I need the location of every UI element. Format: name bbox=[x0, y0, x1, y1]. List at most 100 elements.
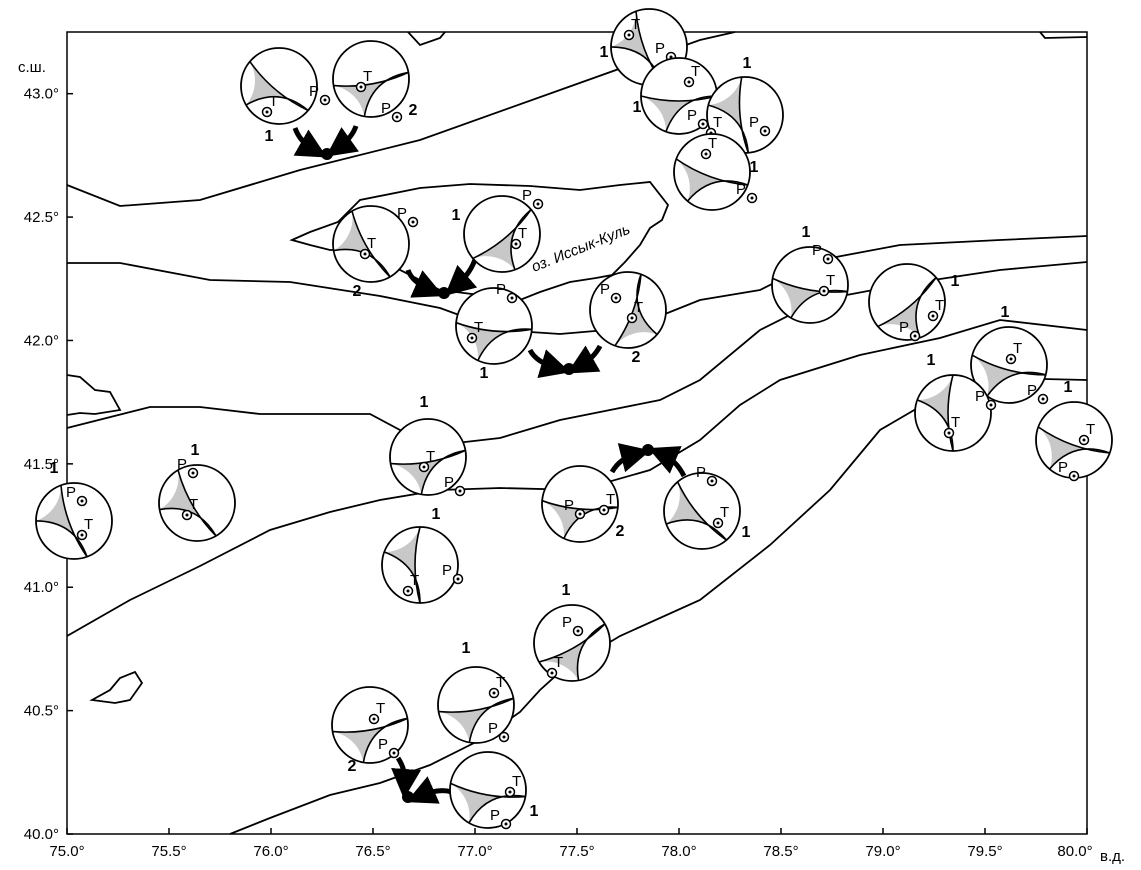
nodal-plane bbox=[563, 506, 618, 539]
x-tick-label: 75.5° bbox=[151, 843, 186, 860]
focal-mechanism: TP1 bbox=[158, 442, 236, 542]
tension-quadrant bbox=[472, 209, 532, 270]
mechanism-number: 2 bbox=[409, 102, 418, 119]
mechanism-number: 1 bbox=[265, 128, 274, 145]
axis-ticks: 75.0° 75.5° 76.0° 76.5° 77.0° 77.5° 78.0° 78.5°… bbox=[24, 86, 1093, 860]
t-axis-dot bbox=[359, 85, 363, 89]
mechanism-number: 1 bbox=[530, 803, 539, 820]
t-axis-label: T bbox=[518, 225, 527, 242]
focal-mechanism: T P 2 bbox=[331, 686, 409, 775]
p-axis-label: P bbox=[564, 497, 574, 514]
mechanism-outline bbox=[332, 205, 410, 283]
p-axis-label: P bbox=[397, 205, 407, 222]
p-axis-label: P bbox=[522, 187, 532, 204]
nodal-plane bbox=[614, 274, 642, 347]
t-axis-label: T bbox=[634, 299, 643, 316]
p-axis-dot bbox=[392, 751, 396, 755]
coastline bbox=[407, 31, 446, 47]
y-tick-label: 43.0° bbox=[24, 86, 59, 103]
p-axis-label: P bbox=[378, 736, 388, 753]
nodal-plane bbox=[675, 158, 748, 186]
arrow bbox=[648, 446, 687, 478]
mechanism-outline bbox=[589, 271, 667, 349]
p-axis-dot bbox=[826, 257, 830, 261]
nodal-plane bbox=[455, 321, 532, 333]
mechanism-outline bbox=[240, 47, 318, 125]
mechanism-number: 2 bbox=[348, 758, 357, 775]
mechanism-outline bbox=[437, 666, 515, 744]
t-axis-dot bbox=[931, 314, 935, 318]
p-axis-label: P bbox=[381, 100, 391, 117]
mechanism-number: 1 bbox=[420, 394, 429, 411]
p-axis-label: P bbox=[655, 40, 665, 57]
t-axis-label: T bbox=[826, 272, 835, 289]
nodal-plane bbox=[177, 469, 217, 537]
t-axis-label: T bbox=[426, 448, 435, 465]
mechanism-outline bbox=[449, 751, 527, 829]
t-axis-dot bbox=[704, 152, 708, 156]
mechanism-number: 1 bbox=[462, 640, 471, 657]
nodal-plane bbox=[947, 374, 954, 452]
t-axis-dot bbox=[492, 691, 496, 695]
x-tick-label: 80.0° bbox=[1057, 843, 1092, 860]
p-axis-label: P bbox=[1027, 382, 1037, 399]
mechanism-outline bbox=[332, 40, 410, 118]
x-tick-label: 76.0° bbox=[253, 843, 288, 860]
t-axis-dot bbox=[372, 717, 376, 721]
t-axis-dot bbox=[422, 465, 426, 469]
y-tick-label: 42.5° bbox=[24, 209, 59, 226]
y-tick-label: 40.0° bbox=[24, 826, 59, 843]
p-axis-dot bbox=[395, 115, 399, 119]
x-tick-label: 78.5° bbox=[763, 843, 798, 860]
nodal-plane bbox=[477, 328, 532, 361]
t-axis-dot bbox=[822, 289, 826, 293]
nodal-plane bbox=[332, 717, 408, 733]
nodal-plane bbox=[576, 623, 606, 681]
focal-mechanism: TP1 bbox=[771, 224, 849, 324]
nodal-plane bbox=[971, 354, 1046, 376]
x-tick-label: 79.5° bbox=[967, 843, 1002, 860]
tension-quadrant bbox=[772, 278, 848, 318]
p-axis-label: P bbox=[749, 114, 759, 131]
p-axis-dot bbox=[510, 296, 514, 300]
mechanism-sphere bbox=[382, 527, 458, 603]
nodal-plane bbox=[390, 449, 466, 465]
focal-mechanism: TP1 bbox=[633, 57, 718, 135]
mechanism-sphere bbox=[36, 483, 112, 559]
t-axis-label: T bbox=[410, 572, 419, 589]
tension-quadrant bbox=[332, 718, 408, 763]
focal-mechanism: TP1 bbox=[455, 281, 533, 382]
focal-mechanism: TP1 bbox=[437, 640, 515, 744]
t-axis-label: T bbox=[951, 414, 960, 431]
t-axis-label: T bbox=[1086, 421, 1095, 438]
t-axis-dot bbox=[602, 508, 606, 512]
nodal-plane bbox=[708, 104, 750, 153]
nodal-plane bbox=[917, 399, 954, 452]
x-tick-label: 75.0° bbox=[49, 843, 84, 860]
mechanism-sphere bbox=[333, 41, 409, 117]
p-axis-label: P bbox=[177, 456, 187, 473]
nodal-plane bbox=[468, 697, 514, 743]
nodal-plane bbox=[363, 71, 409, 117]
p-axis-dot bbox=[614, 296, 618, 300]
nodal-plane bbox=[1037, 426, 1110, 454]
mechanism-sphere bbox=[438, 667, 514, 743]
tension-quadrant bbox=[877, 277, 937, 338]
arrow bbox=[405, 269, 444, 298]
p-axis-dot bbox=[1072, 474, 1076, 478]
coastline bbox=[1039, 31, 1088, 39]
mechanism-outline bbox=[914, 374, 992, 452]
mechanism-number: 1 bbox=[951, 273, 960, 290]
nodal-plane bbox=[414, 526, 421, 604]
arrow bbox=[292, 127, 328, 158]
tension-quadrant bbox=[676, 159, 748, 202]
p-axis-dot bbox=[323, 98, 327, 102]
mechanism-number: 1 bbox=[802, 224, 811, 241]
p-axis-dot bbox=[80, 499, 84, 503]
tension-quadrant bbox=[36, 485, 87, 557]
p-axis-dot bbox=[456, 577, 460, 581]
mechanism-outline bbox=[455, 287, 533, 365]
mechanism-outline bbox=[381, 526, 459, 604]
mechanism-outline bbox=[541, 465, 619, 543]
